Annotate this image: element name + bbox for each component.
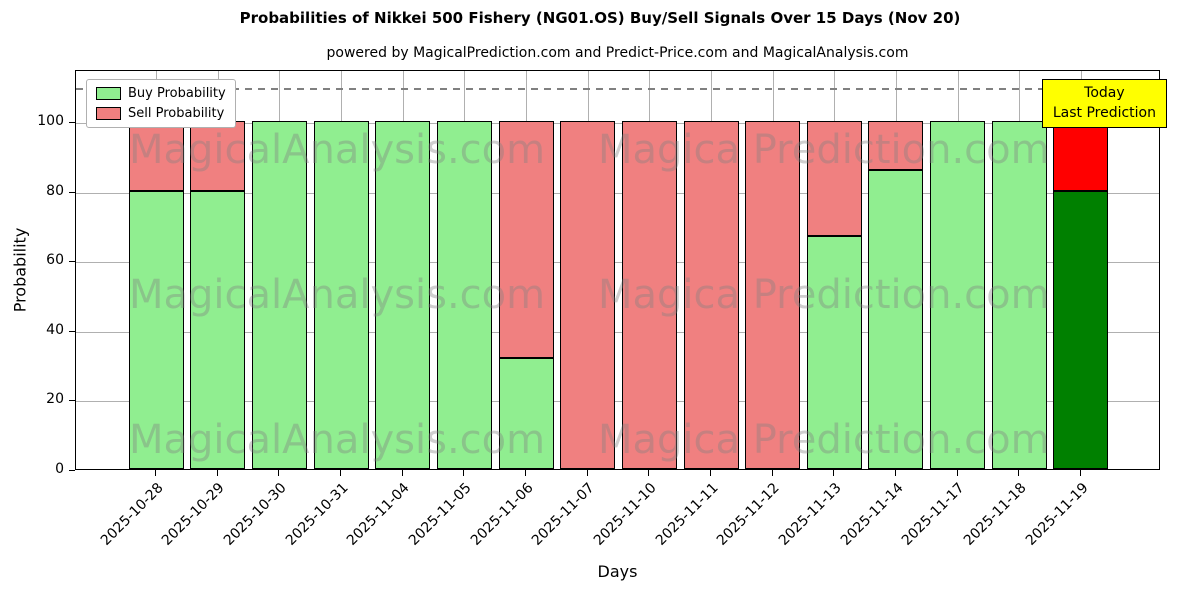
y-tick-mark	[69, 122, 75, 124]
legend-swatch-buy	[96, 87, 121, 100]
bar-sell-segment	[560, 121, 616, 469]
x-tick-mark	[401, 470, 403, 476]
y-tick-label: 60	[46, 252, 64, 269]
chart-subtitle: powered by MagicalPrediction.com and Pre…	[326, 45, 909, 61]
bar-buy-segment	[930, 121, 986, 469]
y-tick-label: 40	[46, 321, 64, 338]
x-tick-mark	[278, 470, 280, 476]
bar-sell-segment	[683, 121, 739, 469]
bar-buy-segment	[128, 190, 184, 469]
legend: Buy Probability Sell Probability	[86, 79, 236, 128]
bar-buy-segment	[498, 357, 554, 469]
bar-buy-segment	[375, 121, 431, 469]
bar-buy-segment	[1053, 190, 1109, 469]
x-tick-mark	[648, 470, 650, 476]
legend-item-sell: Sell Probability	[96, 106, 226, 121]
bar-sell-segment	[806, 121, 862, 236]
legend-swatch-sell	[96, 107, 121, 120]
y-tick-label: 20	[46, 391, 64, 408]
dashed-threshold-line	[76, 88, 1159, 91]
hgrid-line	[76, 123, 1159, 125]
x-tick-mark	[340, 470, 342, 476]
bar-sell-segment	[190, 121, 246, 191]
x-tick-mark	[771, 470, 773, 476]
y-tick-mark	[69, 261, 75, 263]
bar-sell-segment	[868, 121, 924, 170]
y-tick-label: 0	[55, 461, 64, 477]
y-tick-label: 100	[37, 113, 64, 130]
legend-label-buy: Buy Probability	[128, 86, 226, 101]
today-box-line1: Today	[1084, 85, 1125, 101]
today-box-line2: Last Prediction	[1052, 105, 1156, 122]
x-tick-mark	[586, 470, 588, 476]
y-tick-mark	[69, 400, 75, 402]
bar-sell-segment	[621, 121, 677, 469]
x-tick-mark	[833, 470, 835, 476]
bar-buy-segment	[190, 190, 246, 469]
x-tick-mark	[463, 470, 465, 476]
legend-label-sell: Sell Probability	[128, 106, 225, 121]
x-tick-mark	[710, 470, 711, 476]
plot-area: Buy Probability Sell Probability Today L…	[75, 70, 1167, 470]
hgrid-line	[76, 192, 1159, 194]
bar-buy-segment	[806, 236, 862, 469]
bar-buy-segment	[436, 121, 492, 469]
x-tick-mark	[956, 470, 958, 476]
x-tick-mark	[216, 470, 218, 476]
hgrid-line	[76, 401, 1159, 403]
y-axis-label: Probability	[10, 227, 30, 313]
bar-sell-segment	[498, 121, 554, 358]
y-tick-mark	[69, 191, 75, 193]
bar-sell-segment	[128, 121, 184, 191]
bar-buy-segment	[251, 121, 307, 469]
chart-title: Probabilities of Nikkei 500 Fishery (NG0…	[239, 9, 961, 27]
x-tick-mark	[1018, 470, 1020, 476]
x-tick-mark	[894, 470, 896, 476]
today-box: Today Last Prediction	[1041, 79, 1167, 128]
bar-sell-segment	[745, 121, 801, 469]
legend-item-buy: Buy Probability	[96, 86, 226, 101]
y-tick-label: 80	[46, 182, 64, 199]
bar-buy-segment	[868, 169, 924, 469]
bar-buy-segment	[991, 121, 1047, 469]
y-tick-mark	[69, 470, 75, 471]
bar-buy-segment	[313, 121, 369, 469]
hgrid-line	[76, 331, 1159, 333]
bar-sell-segment	[1053, 121, 1109, 191]
hgrid-line	[76, 262, 1159, 264]
x-axis-label: Days	[597, 562, 638, 581]
y-tick-mark	[69, 330, 75, 332]
x-tick-mark	[1079, 470, 1081, 476]
x-tick-mark	[155, 470, 157, 476]
x-tick-mark	[525, 470, 526, 476]
